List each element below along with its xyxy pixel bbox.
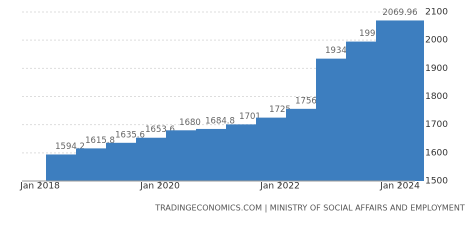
value-label: 1635.6 <box>115 130 145 140</box>
value-label: 1594.2 <box>55 142 85 152</box>
source: TRADINGECONOMICS.COM | MINISTRY OF SOCIA… <box>154 204 465 213</box>
value-label: 1995 <box>359 29 381 39</box>
value-label: 2069.96 <box>382 8 417 18</box>
y-tick-label: 1800 <box>425 92 448 102</box>
value-label: 1701 <box>239 112 261 122</box>
x-tick-label: Jan 2022 <box>259 182 300 192</box>
x-tick-label: Jan 2020 <box>139 182 180 192</box>
value-label: 1653.6 <box>145 125 175 135</box>
y-tick-label: 1900 <box>425 64 448 74</box>
y-tick-label: 2100 <box>425 8 448 18</box>
y-tick-label: 1700 <box>425 120 448 130</box>
value-label: 1684.8 <box>205 116 235 126</box>
y-tick-label: 1500 <box>425 177 448 187</box>
x-tick-label: Jan 2018 <box>19 182 60 192</box>
chart: TRADINGECONOMICS.COM | MINISTRY OF SOCIA… <box>19 8 465 213</box>
y-tick-label: 1600 <box>425 148 448 158</box>
value-label: 1725 <box>269 105 291 115</box>
bar <box>376 20 424 181</box>
value-label: 1615.8 <box>85 136 115 146</box>
value-label: 1934.4 <box>325 46 355 56</box>
y-tick-label: 2000 <box>425 36 448 46</box>
value-label: 1756.2 <box>295 96 325 106</box>
value-label: 1680 <box>179 118 201 128</box>
x-tick-label: Jan 2024 <box>379 182 420 192</box>
